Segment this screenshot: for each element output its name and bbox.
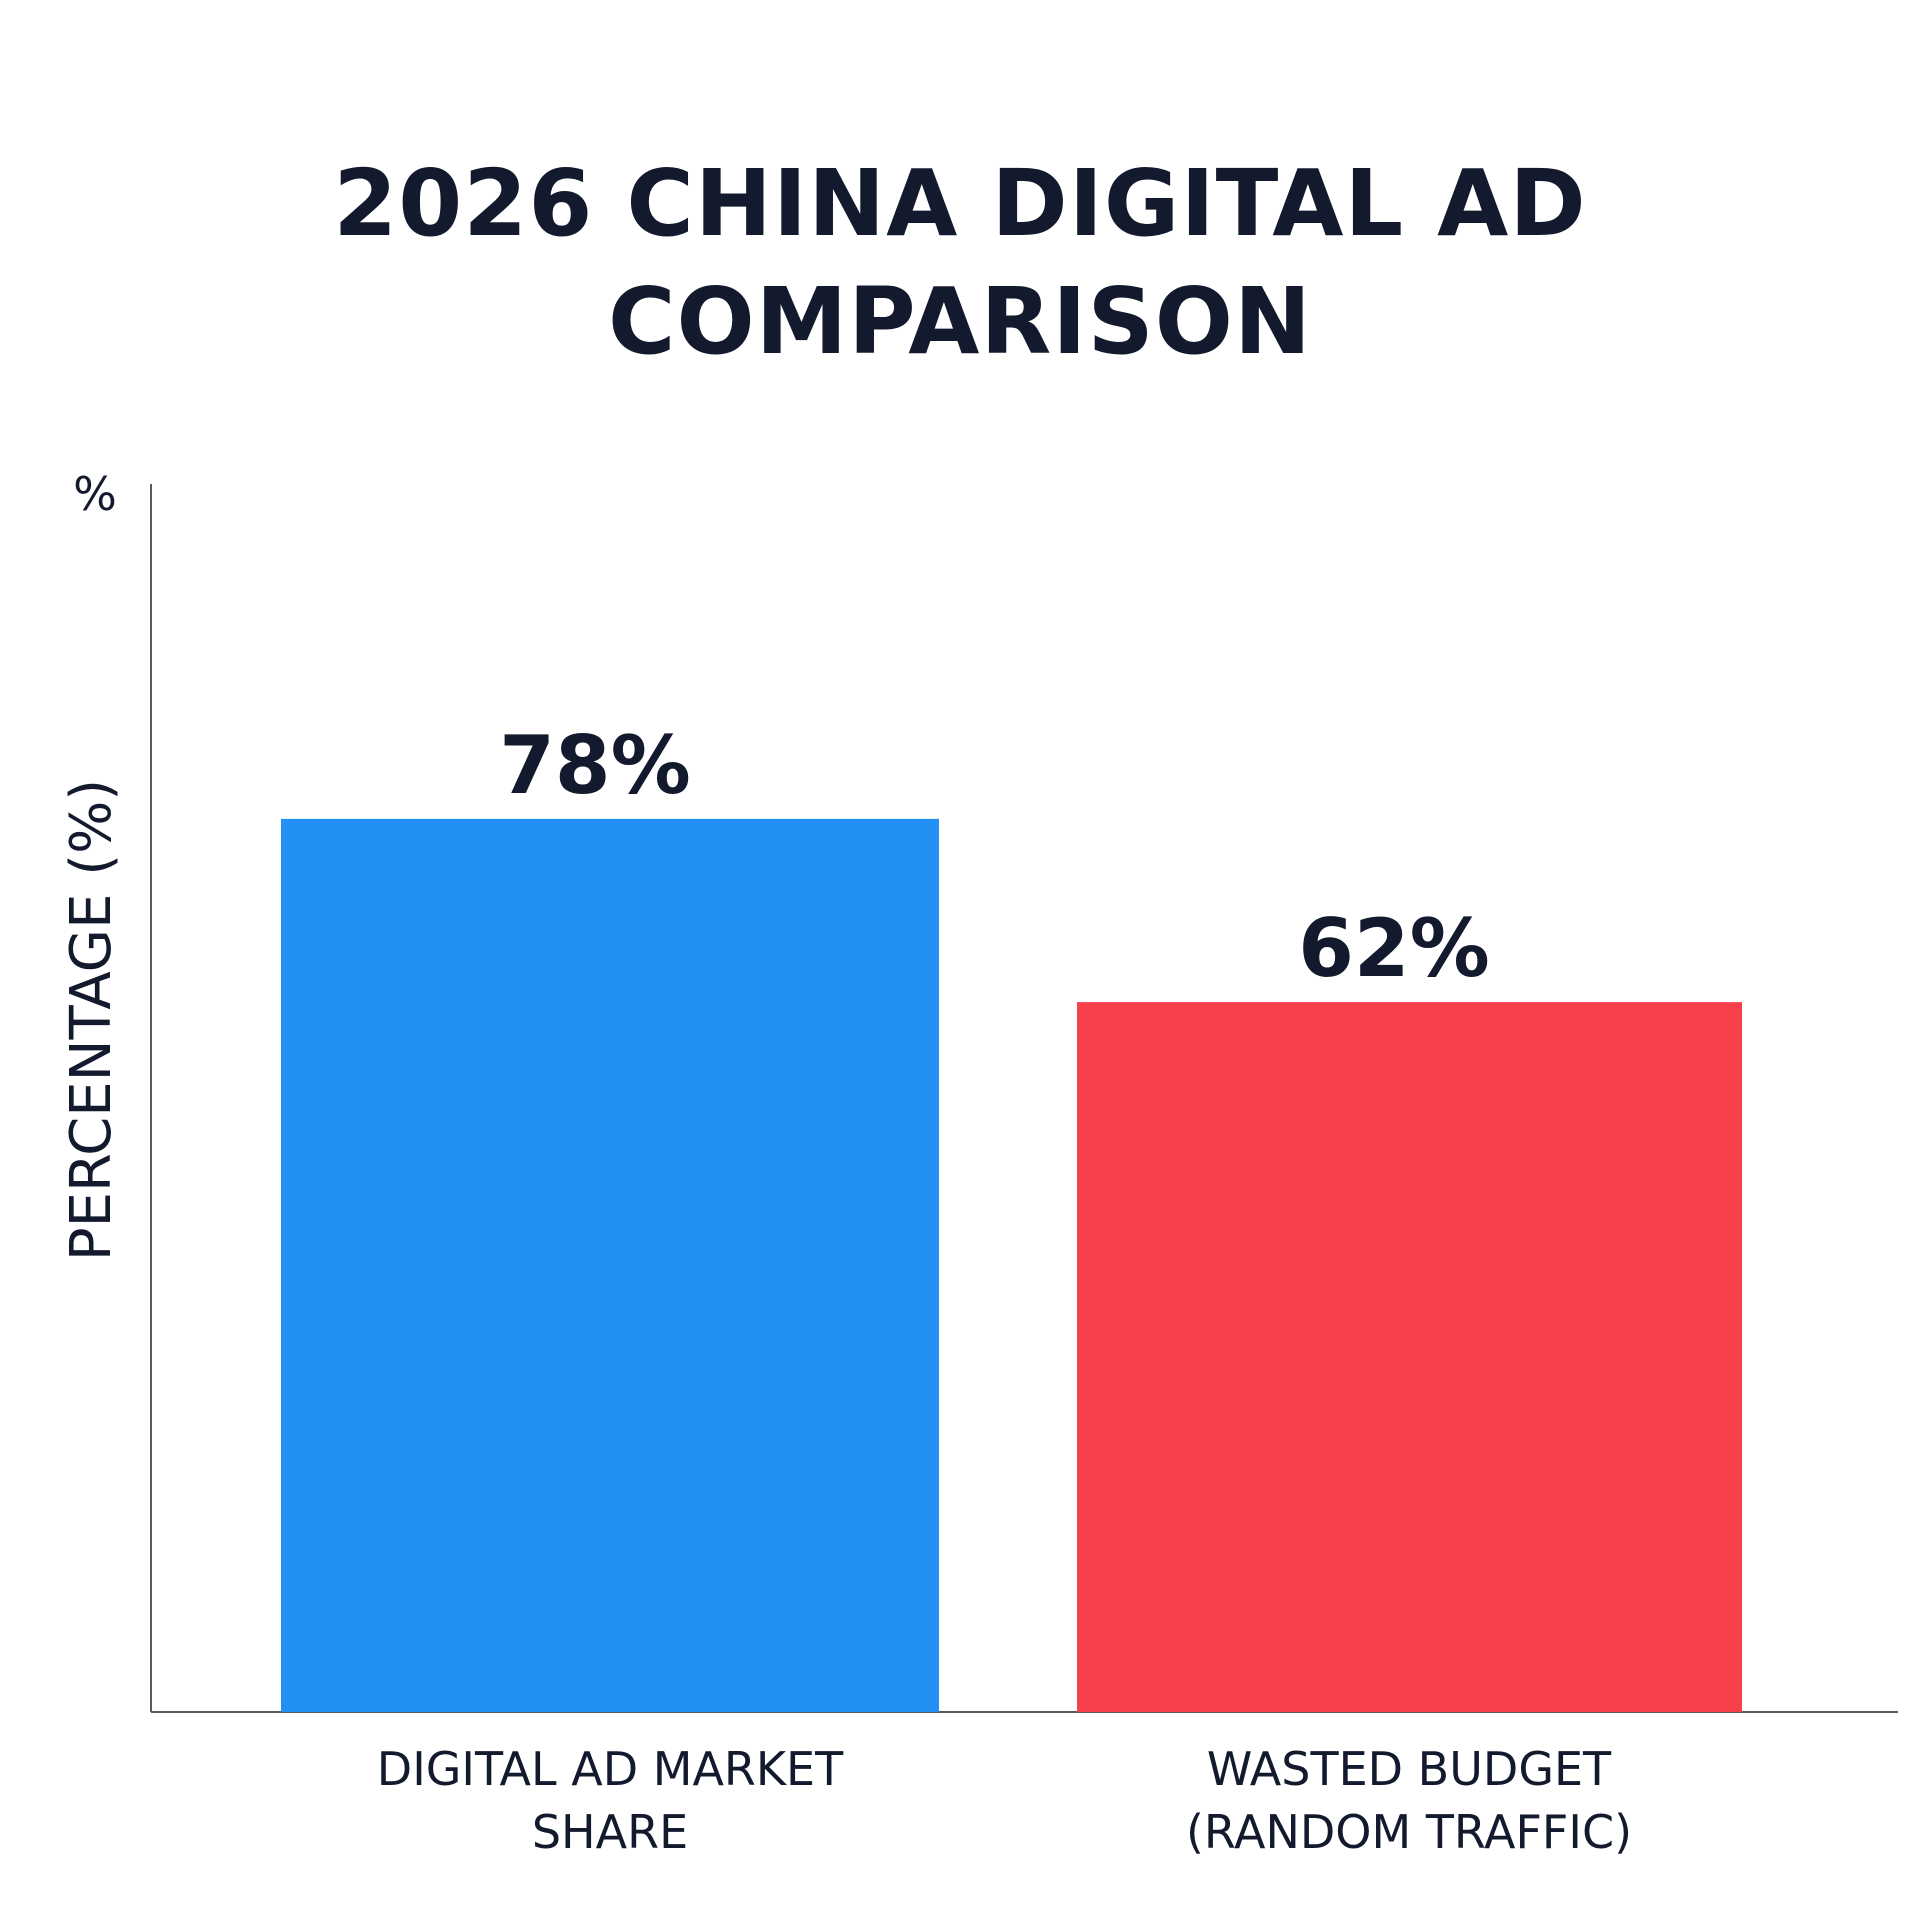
category-label-2-line-1: WASTED BUDGET [1207, 1742, 1612, 1796]
bar-1 [281, 818, 939, 1712]
bar-2 [1077, 1002, 1742, 1712]
chart-title-line-1: 2026 CHINA DIGITAL AD [333, 150, 1587, 257]
value-label-1: 78% [499, 719, 690, 812]
category-labels-group: DIGITAL AD MARKET SHARE WASTED BUDGET (RAND… [377, 1742, 1632, 1859]
y-axis-unit-label: % [73, 467, 117, 521]
category-label-2-line-2: (RANDOM TRAFFIC) [1186, 1805, 1632, 1859]
category-label-1-line-1: DIGITAL AD MARKET [377, 1742, 844, 1796]
chart-title-line-2: COMPARISON [608, 268, 1312, 375]
chart-title: 2026 CHINA DIGITAL AD COMPARISON [0, 145, 1920, 381]
category-label-1-line-2: SHARE [532, 1805, 688, 1859]
value-labels-group: 78% 62% [499, 719, 1489, 995]
value-label-2: 62% [1298, 902, 1489, 995]
y-axis-title: PERCENTAGE (%) [59, 779, 124, 1261]
bars-group [281, 818, 1742, 1712]
